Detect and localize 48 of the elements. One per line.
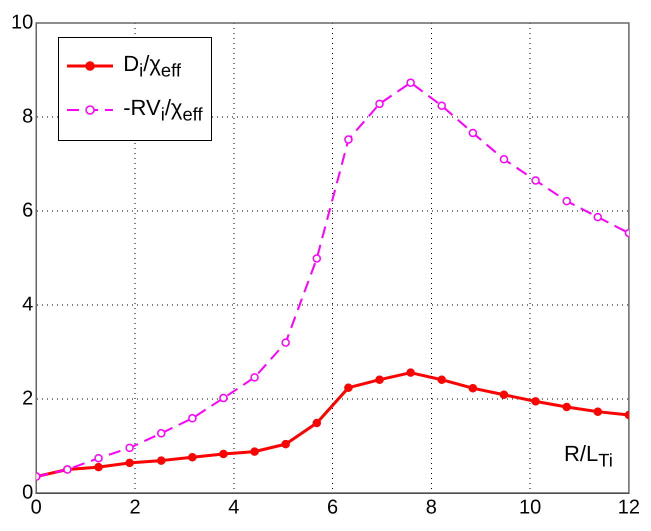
point [250, 447, 259, 456]
point [219, 394, 228, 402]
point [250, 373, 259, 382]
y-tick-label: 8 [22, 106, 34, 128]
point [312, 254, 322, 263]
point [94, 462, 103, 472]
point [562, 196, 571, 206]
y-tick-label: 2 [22, 388, 34, 410]
point [594, 212, 602, 222]
point [531, 176, 540, 185]
point [406, 78, 415, 87]
x-tick-label: 4 [228, 496, 240, 519]
x-tick-label: 10 [518, 496, 542, 519]
point [219, 450, 228, 458]
point [281, 440, 290, 448]
point [188, 453, 197, 462]
point [188, 414, 197, 423]
point [562, 402, 571, 412]
point [531, 397, 540, 406]
point [281, 338, 290, 347]
point [344, 135, 353, 144]
point [125, 458, 134, 468]
point [125, 444, 134, 452]
point [500, 390, 508, 400]
point [406, 368, 415, 377]
point [156, 456, 166, 465]
legend-label: -RV$_{i}$/χ$_{eff}$ [123, 94, 203, 126]
point [468, 384, 478, 392]
y-tick-label: 4 [22, 294, 34, 316]
x-tick-label: 12 [618, 496, 640, 519]
point [312, 418, 322, 428]
legend-label: D$_{i}$/χ$_{eff}$ [123, 50, 181, 82]
x-axis-title: R/L$_{Ti}$ [564, 441, 613, 472]
x-tick-label: 6 [327, 496, 338, 519]
point [375, 100, 384, 108]
point [344, 383, 353, 392]
point [156, 429, 166, 438]
point [500, 155, 508, 164]
point [594, 407, 602, 416]
x-tick-label: 8 [426, 496, 437, 519]
y-tick-label: 10 [10, 12, 34, 34]
x-tick-label: 2 [129, 496, 141, 519]
point [468, 128, 478, 138]
point [94, 454, 103, 462]
point [375, 375, 384, 384]
point [437, 101, 446, 110]
point [437, 375, 446, 384]
y-tick-label: 6 [22, 200, 34, 222]
